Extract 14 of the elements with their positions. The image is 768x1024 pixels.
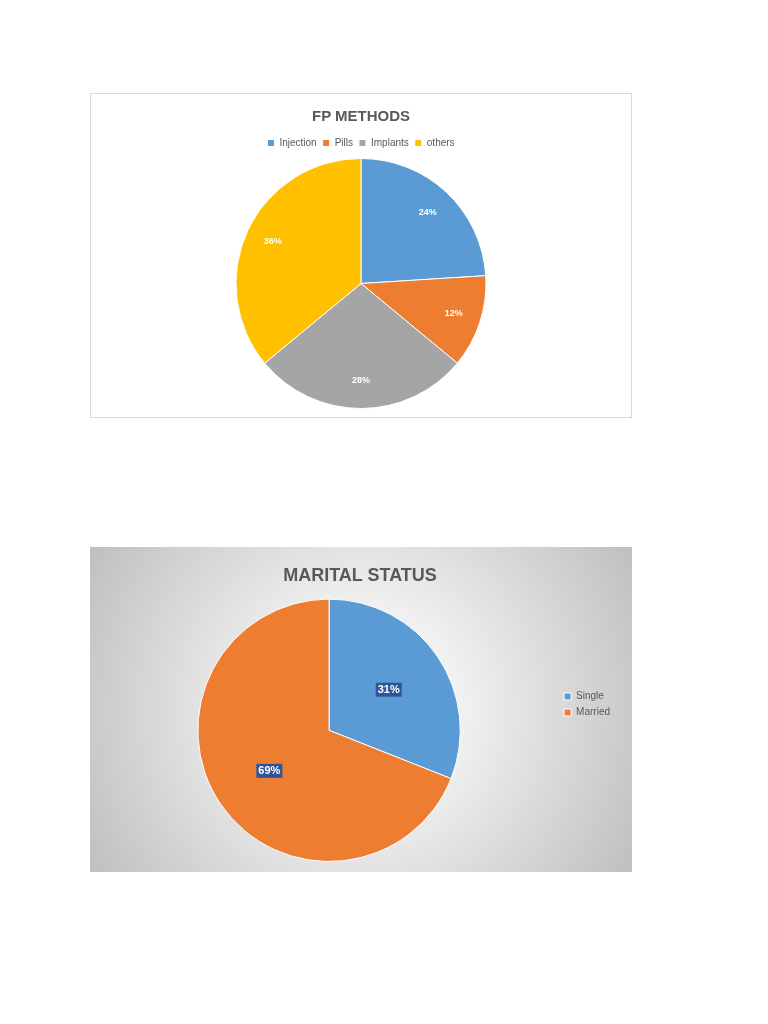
data-label: 28% (351, 375, 371, 386)
legend-label: Married (576, 706, 611, 718)
data-label: 36% (263, 236, 282, 247)
data-label: 24% (418, 206, 437, 217)
legend-label: Implants (371, 136, 409, 148)
legend-label: Injection (279, 136, 317, 148)
legend-label: Pills (334, 136, 354, 148)
chart-title: FP METHODS (311, 107, 411, 125)
legend-label: Single (576, 690, 605, 702)
data-label: 69% (258, 763, 281, 776)
legend-label: others (426, 136, 455, 148)
data-label: 31% (377, 682, 400, 695)
chart-title: MARITAL STATUS (283, 564, 437, 585)
data-label: 12% (444, 308, 463, 319)
